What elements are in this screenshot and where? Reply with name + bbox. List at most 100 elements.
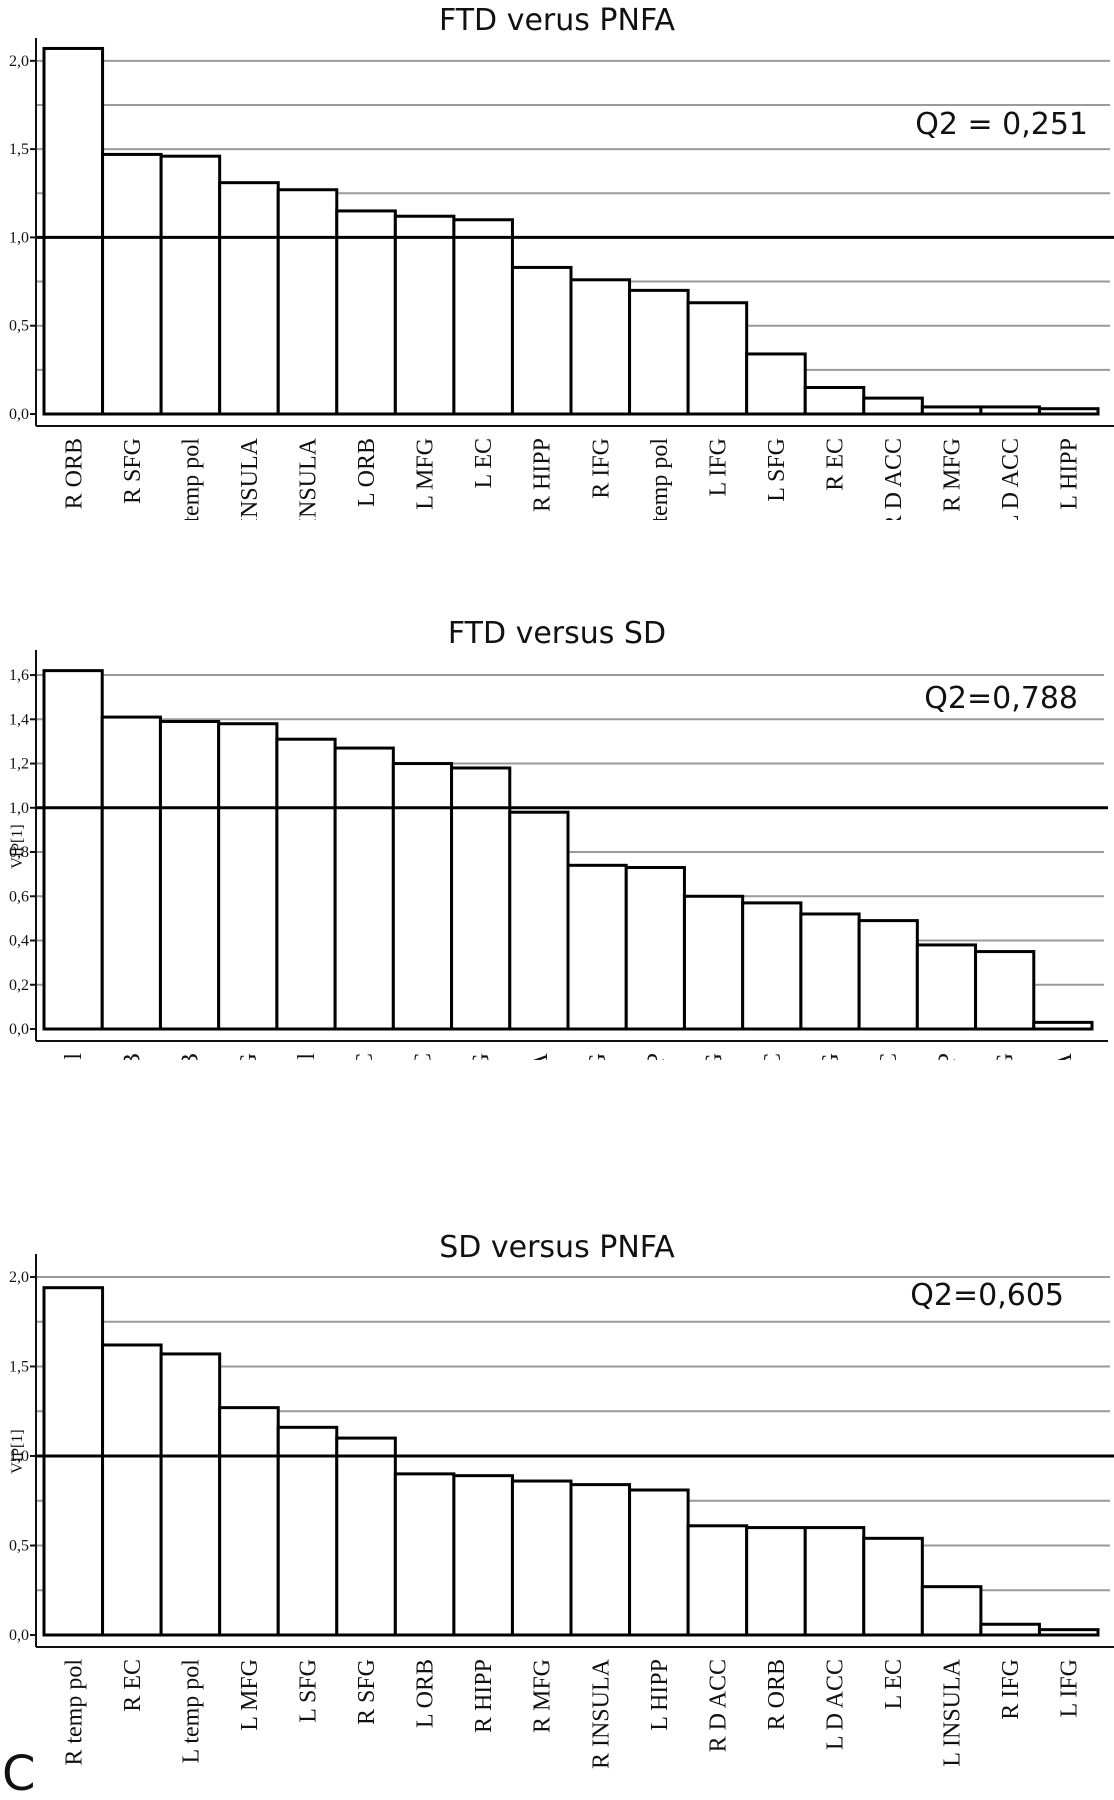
bar-r-insula (218, 181, 280, 416)
q2-annotation: Q2=0,605 (910, 1278, 1064, 1313)
x-tick-label: L IFG (705, 438, 731, 496)
y-tick-label: 1,0 (9, 800, 29, 817)
x-tick-label: L D ACC (876, 1053, 902, 1060)
x-tick-label: R HIPP (934, 1053, 960, 1060)
x-tick-label: R D ACC (881, 438, 907, 520)
x-tick-label: R D ACC (705, 1659, 731, 1752)
x-tick-label: L temp pol (647, 438, 673, 520)
x-tick-label: L EC (352, 1053, 378, 1060)
bar-l-d-acc (979, 405, 1041, 416)
x-tick-label: R EC (410, 1053, 436, 1060)
x-tick-label: L temp pol (178, 1659, 204, 1764)
x-tick-label: R IFG (588, 438, 614, 499)
y-axis-label: VIP[1] (9, 824, 26, 868)
bar-l-ec (452, 218, 514, 416)
x-tick-label: R MFG (585, 1053, 611, 1060)
y-tick-label: 0,5 (9, 1537, 29, 1554)
bar-r-ec (101, 1343, 163, 1637)
bar-l-temp-pol (159, 1352, 222, 1637)
bar-l-insula (276, 188, 339, 416)
bar-r-ifg (569, 278, 632, 416)
bar-r-orb (158, 720, 221, 1031)
bar-r-hipp (510, 265, 573, 416)
x-tick-label: R IFG (702, 1053, 728, 1060)
x-tick-label: L MFG (237, 1659, 263, 1731)
x-tick-label: L MFG (413, 438, 439, 510)
bar-l-mfg (974, 950, 1036, 1031)
bar-l-sfg (745, 352, 807, 416)
x-tick-label: R HIPP (530, 438, 556, 512)
x-tick-label: R SFG (120, 438, 146, 504)
bar-l-ec (333, 746, 395, 1031)
x-tick-label: R SFG (236, 1053, 262, 1060)
y-tick-label: 1,4 (9, 711, 29, 728)
y-tick-label: 1,0 (9, 1448, 29, 1465)
bar-r-d-acc (741, 901, 803, 1031)
x-tick-label: L MFG (993, 1053, 1019, 1060)
x-tick-label: R temp pol (294, 1053, 320, 1060)
x-tick-label: R ORB (61, 438, 87, 509)
x-tick-label: L SFG (764, 438, 790, 502)
x-tick-label: R IFG (998, 1659, 1024, 1720)
bar-r-ifg (682, 894, 745, 1031)
bar-l-mfg (393, 214, 456, 416)
bar-l-ec (862, 1536, 924, 1637)
bar-l-temp-pol (42, 669, 104, 1031)
bar-r-mfg (920, 405, 983, 416)
bar-r-mfg (566, 863, 628, 1031)
bar-l-hipp (1037, 407, 1100, 416)
bar-r-mfg (510, 1479, 573, 1637)
bar-r-insula (569, 1483, 632, 1637)
x-tick-label: L INSULA (527, 1052, 553, 1060)
bar-l-insula (508, 810, 570, 1031)
x-tick-label: L INSULA (296, 437, 322, 520)
x-tick-label: L INSULA (940, 1658, 966, 1766)
chart-a: FTD verus PNFA 0,0 0,5 1,0 1,5 2,0 R ORB R SFG R… (9, 3, 1114, 520)
bar-l-sfg (450, 766, 512, 1031)
bar-r-orb (42, 46, 105, 416)
x-tick-label: L ORB (413, 1659, 439, 1728)
x-tick-label: R EC (120, 1659, 146, 1712)
panel-c: SD versus PNFA 0,0 0,5 1,0 1,5 2,0 VIP[1] R tem… (0, 1060, 1114, 1800)
y-tick-label: 0,0 (9, 406, 29, 423)
bar-l-temp-pol (628, 288, 690, 416)
q2-annotation: Q2=0,788 (924, 681, 1078, 716)
x-tick-label: R MFG (940, 438, 966, 512)
x-tick-label: L HIPP (647, 1659, 673, 1731)
x-tick-label: L temp pol (61, 1053, 87, 1060)
bar-r-ec (391, 762, 454, 1031)
x-tick-label: R ORB (764, 1659, 790, 1730)
bar-r-insula (1032, 1020, 1094, 1031)
y-tick-label: 1,5 (9, 1358, 29, 1375)
y-axis-label: VIP[1] (9, 1429, 26, 1473)
y-tick-label: 0,2 (9, 977, 29, 994)
x-tick-label: L D ACC (998, 438, 1024, 520)
x-tick-label: L HIPP (1057, 438, 1083, 510)
x-tick-label: R SFG (354, 1659, 380, 1725)
x-tick-label: R ORB (178, 1053, 204, 1060)
bar-l-ifg (1037, 1628, 1100, 1637)
chart-title: FTD verus PNFA (439, 3, 675, 38)
bar-l-d-acc (857, 919, 919, 1031)
x-tick-label: L D ACC (823, 1659, 849, 1750)
x-tick-label: L EC (471, 438, 497, 488)
chart-title: FTD versus SD (448, 616, 666, 651)
x-tick-label: R HIPP (471, 1659, 497, 1733)
y-tick-label: 0,0 (9, 1021, 29, 1038)
x-tick-label: R INSULA (237, 437, 263, 520)
bar-r-temp-pol (275, 737, 337, 1031)
y-tick-label: 2,0 (9, 1269, 29, 1286)
bar-l-orb (100, 715, 162, 1031)
bar-r-ifg (979, 1622, 1041, 1637)
bar-r-sfg (217, 722, 279, 1031)
chart-title: SD versus PNFA (439, 1230, 675, 1265)
y-tick-label: 1,6 (9, 667, 29, 684)
x-tick-label: R EC (823, 438, 849, 491)
y-tick-label: 0,8 (9, 844, 29, 861)
bar-l-sfg (276, 1425, 339, 1637)
x-tick-label: R MFG (530, 1659, 556, 1733)
chart-b: FTD versus SD 0,0 0,2 0,4 0,6 0,8 1,0 1,2 1,4 1,6… (9, 616, 1108, 1060)
bar-l-ifg (686, 301, 749, 416)
bar-r-sfg (335, 1436, 397, 1637)
y-tick-label: 0,0 (9, 1627, 29, 1644)
